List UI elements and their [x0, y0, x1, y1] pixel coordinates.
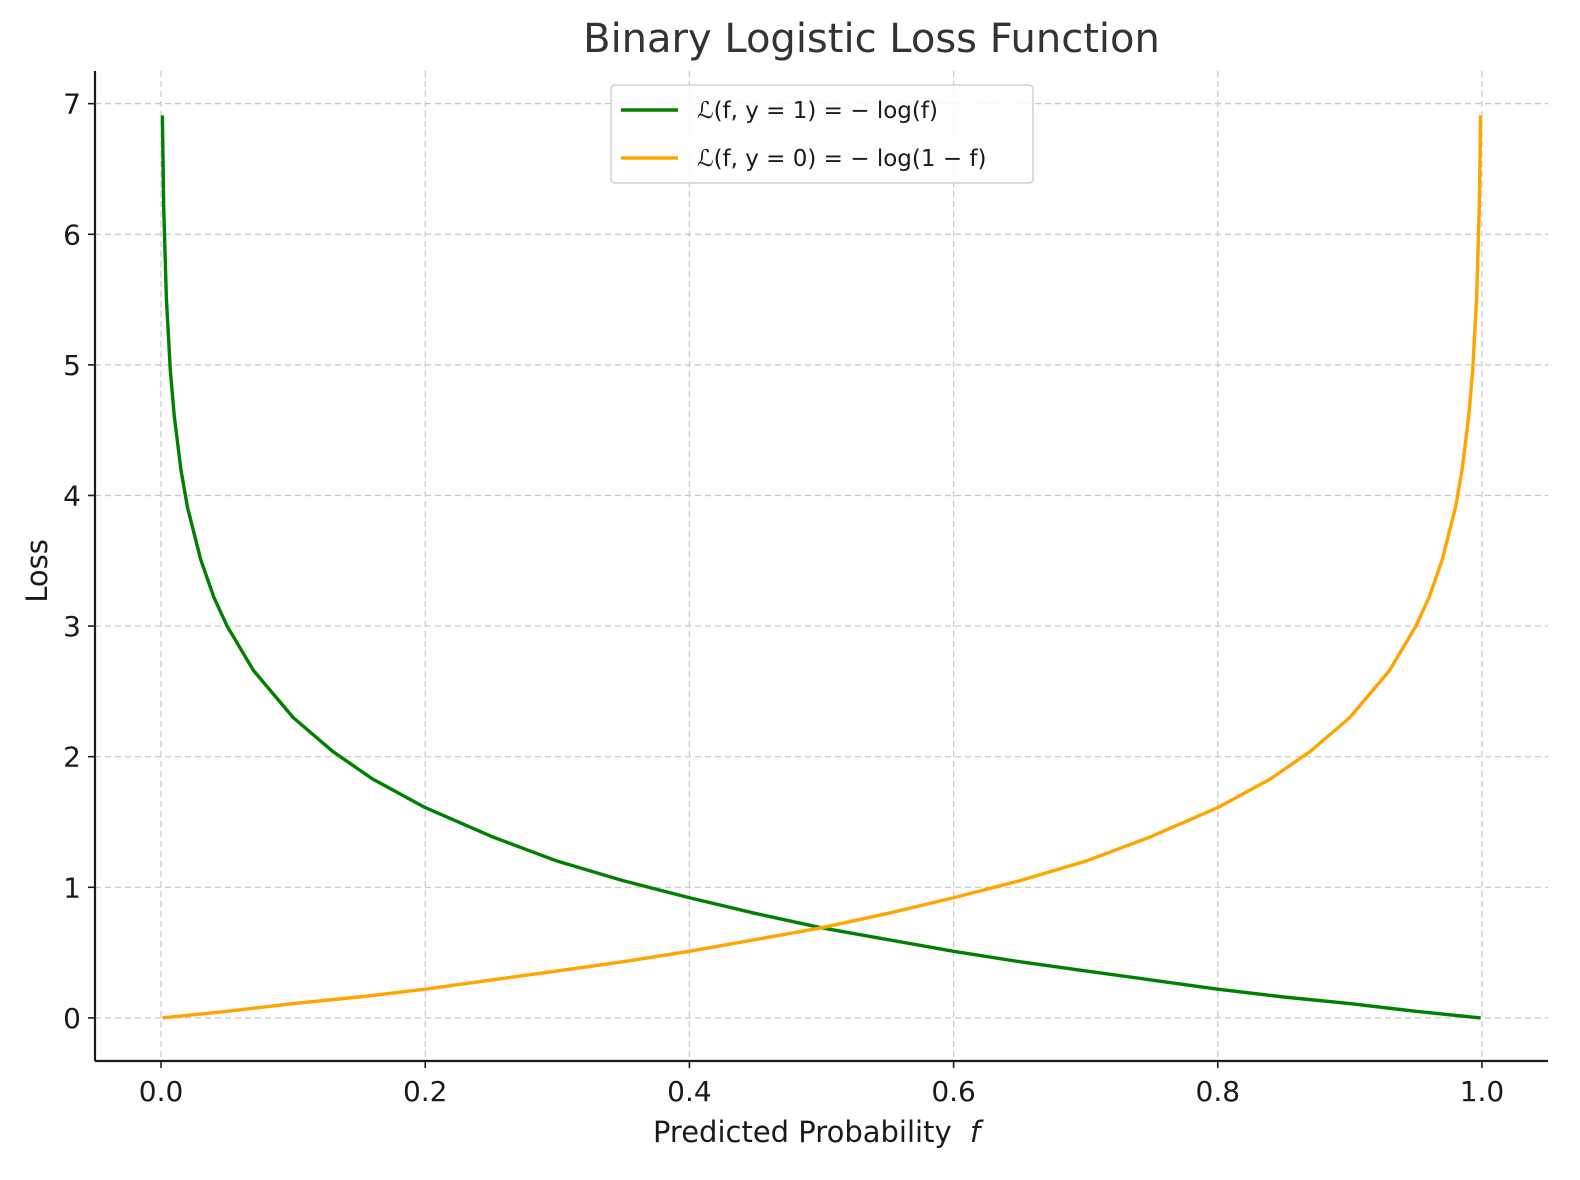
legend-label: ℒ(f, y = 1) = − log(f) [697, 98, 938, 124]
y-tick-label: 2 [63, 741, 81, 774]
y-axis-title: Loss [20, 539, 54, 603]
x-tick-label: 0.2 [403, 1075, 448, 1108]
x-tick-label: 0.6 [931, 1075, 976, 1108]
series-line-2 [162, 115, 1483, 1020]
y-axis-ticks: 0 1 2 3 4 5 6 7 [63, 88, 95, 1035]
legend-label: ℒ(f, y = 0) = − log(1 − f) [697, 146, 986, 172]
x-axis-ticks: 0.0 0.2 0.4 0.6 0.8 1.0 [139, 1061, 1504, 1108]
legend-box [610, 84, 1034, 184]
grid-lines [95, 71, 1548, 1061]
legend: ℒ(f, y = 1) = − log(f) ℒ(f, y = 0) = − lo… [610, 84, 1034, 184]
axes-spines [93, 71, 1548, 1063]
x-axis-title-var: f [970, 1115, 984, 1149]
y-tick-label: 0 [63, 1002, 81, 1035]
x-axis-title: Predicted Probability f [653, 1115, 984, 1149]
y-tick-label: 6 [63, 218, 81, 251]
y-tick-label: 5 [63, 349, 81, 382]
chart-title: Binary Logistic Loss Function [583, 16, 1160, 62]
y-tick-label: 3 [63, 610, 81, 643]
x-tick-label: 0.4 [667, 1075, 712, 1108]
y-tick-label: 1 [63, 871, 81, 904]
series-line-1 [160, 115, 1481, 1020]
x-tick-label: 0.0 [139, 1075, 184, 1108]
y-tick-label: 4 [63, 479, 81, 512]
series-lines [160, 115, 1483, 1020]
y-tick-label: 7 [63, 88, 81, 121]
x-axis-title-text: Predicted Probability [653, 1115, 952, 1149]
x-tick-label: 0.8 [1196, 1075, 1241, 1108]
x-tick-label: 1.0 [1460, 1075, 1505, 1108]
